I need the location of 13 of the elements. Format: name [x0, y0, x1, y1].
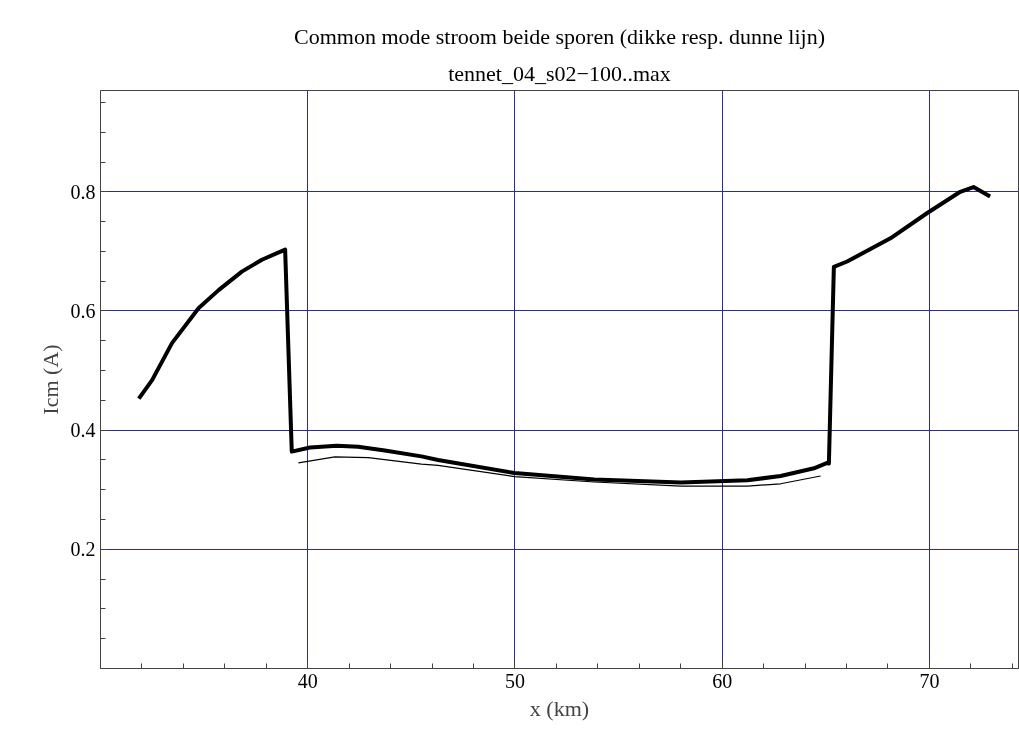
line-series: [136, 185, 993, 485]
x-tick-label: 40: [297, 669, 318, 692]
y-axis-title: Icm (A): [37, 344, 63, 415]
chart-title: Common mode stroom beide sporen (dikke resp. dunne lijn): [294, 23, 825, 49]
y-tick-label: 0.6: [70, 299, 96, 322]
chart-subtitle: tennet_04_s02−100..max: [448, 60, 671, 86]
y-tick-label: 0.4: [70, 419, 96, 442]
x-axis-title: x (km): [529, 695, 590, 721]
y-tick-label: 0.2: [70, 538, 96, 561]
x-tick-label: 60: [712, 669, 733, 692]
y-tick-label: 0.8: [70, 180, 96, 203]
x-tick-label: 70: [919, 669, 940, 692]
x-tick-label: 50: [504, 669, 525, 692]
